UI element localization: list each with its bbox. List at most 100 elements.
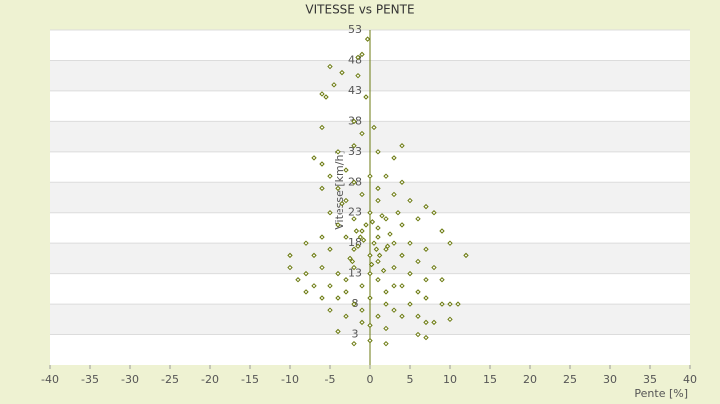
- point: [439, 228, 445, 234]
- point: [371, 124, 377, 131]
- point: [415, 216, 421, 222]
- point: [311, 283, 317, 289]
- point: [287, 252, 293, 259]
- point: [351, 118, 357, 125]
- point: [407, 301, 413, 307]
- point: [319, 185, 325, 192]
- point: [351, 143, 357, 149]
- point: [383, 289, 389, 295]
- point: [303, 240, 309, 246]
- x-tick-label: -35: [81, 373, 99, 386]
- point: [415, 313, 421, 319]
- point: [295, 277, 301, 283]
- point: [319, 124, 325, 131]
- point: [327, 63, 333, 70]
- point: [423, 277, 429, 283]
- point: [351, 216, 357, 222]
- point: [359, 283, 365, 289]
- point: [367, 295, 373, 301]
- point: [369, 219, 376, 225]
- x-tick-label: 35: [643, 373, 657, 386]
- point: [383, 325, 389, 332]
- point: [368, 261, 375, 268]
- point: [367, 210, 373, 216]
- point: [383, 301, 389, 307]
- point: [367, 270, 373, 277]
- point: [415, 258, 421, 265]
- point: [383, 216, 389, 222]
- point: [375, 197, 381, 204]
- point: [327, 173, 333, 179]
- point: [319, 161, 325, 167]
- point: [319, 234, 325, 240]
- x-tick-label: 5: [407, 373, 414, 386]
- point: [423, 203, 429, 210]
- point: [351, 179, 357, 185]
- point: [335, 149, 341, 155]
- x-tick-label: -5: [325, 373, 336, 386]
- point: [399, 179, 405, 185]
- point: [439, 301, 445, 307]
- point: [391, 191, 397, 198]
- point: [399, 283, 405, 289]
- point: [415, 289, 421, 295]
- y-tick-label: 43: [348, 84, 362, 97]
- point: [343, 197, 349, 204]
- point: [357, 234, 364, 240]
- point: [335, 270, 341, 277]
- point: [339, 69, 345, 76]
- point: [384, 243, 391, 249]
- point: [355, 72, 361, 79]
- point: [349, 258, 356, 265]
- point: [319, 295, 325, 301]
- point: [447, 316, 453, 323]
- point: [335, 185, 341, 192]
- point: [360, 237, 367, 243]
- y-tick-label: 23: [348, 206, 362, 219]
- point: [431, 264, 437, 271]
- x-tick-label: -15: [241, 373, 259, 386]
- point: [343, 277, 349, 283]
- point: [375, 225, 381, 231]
- point: [375, 258, 381, 265]
- point: [327, 307, 333, 313]
- point: [303, 270, 309, 277]
- point: [375, 149, 381, 155]
- y-tick-label: 33: [348, 145, 362, 158]
- point: [339, 200, 345, 207]
- point: [431, 319, 437, 326]
- point: [391, 155, 397, 161]
- point: [303, 289, 309, 295]
- point: [379, 213, 385, 219]
- point: [353, 228, 360, 234]
- point: [383, 340, 389, 347]
- point: [343, 234, 349, 240]
- point: [319, 264, 325, 271]
- point: [375, 234, 381, 240]
- point: [363, 222, 369, 228]
- point: [367, 252, 373, 259]
- point: [343, 289, 349, 295]
- point: [355, 54, 361, 61]
- point: [380, 267, 387, 274]
- point: [375, 185, 381, 192]
- point: [351, 340, 357, 347]
- x-tick-label: 0: [367, 373, 374, 386]
- point: [423, 334, 429, 341]
- x-tick-label: -40: [41, 373, 59, 386]
- y-axis-label: Vitesse [km/h]: [333, 150, 346, 230]
- y-tick-label: 48: [348, 53, 362, 66]
- point: [399, 252, 405, 259]
- point: [423, 246, 429, 252]
- x-tick-label: 10: [443, 373, 457, 386]
- point: [351, 264, 357, 271]
- point: [359, 130, 365, 137]
- point: [359, 51, 365, 58]
- x-tick-label: 20: [523, 373, 537, 386]
- point: [415, 331, 421, 338]
- point: [375, 313, 381, 319]
- x-axis-label: Pente [%]: [634, 387, 688, 400]
- point: [439, 277, 445, 283]
- point: [323, 94, 329, 100]
- point: [343, 167, 349, 173]
